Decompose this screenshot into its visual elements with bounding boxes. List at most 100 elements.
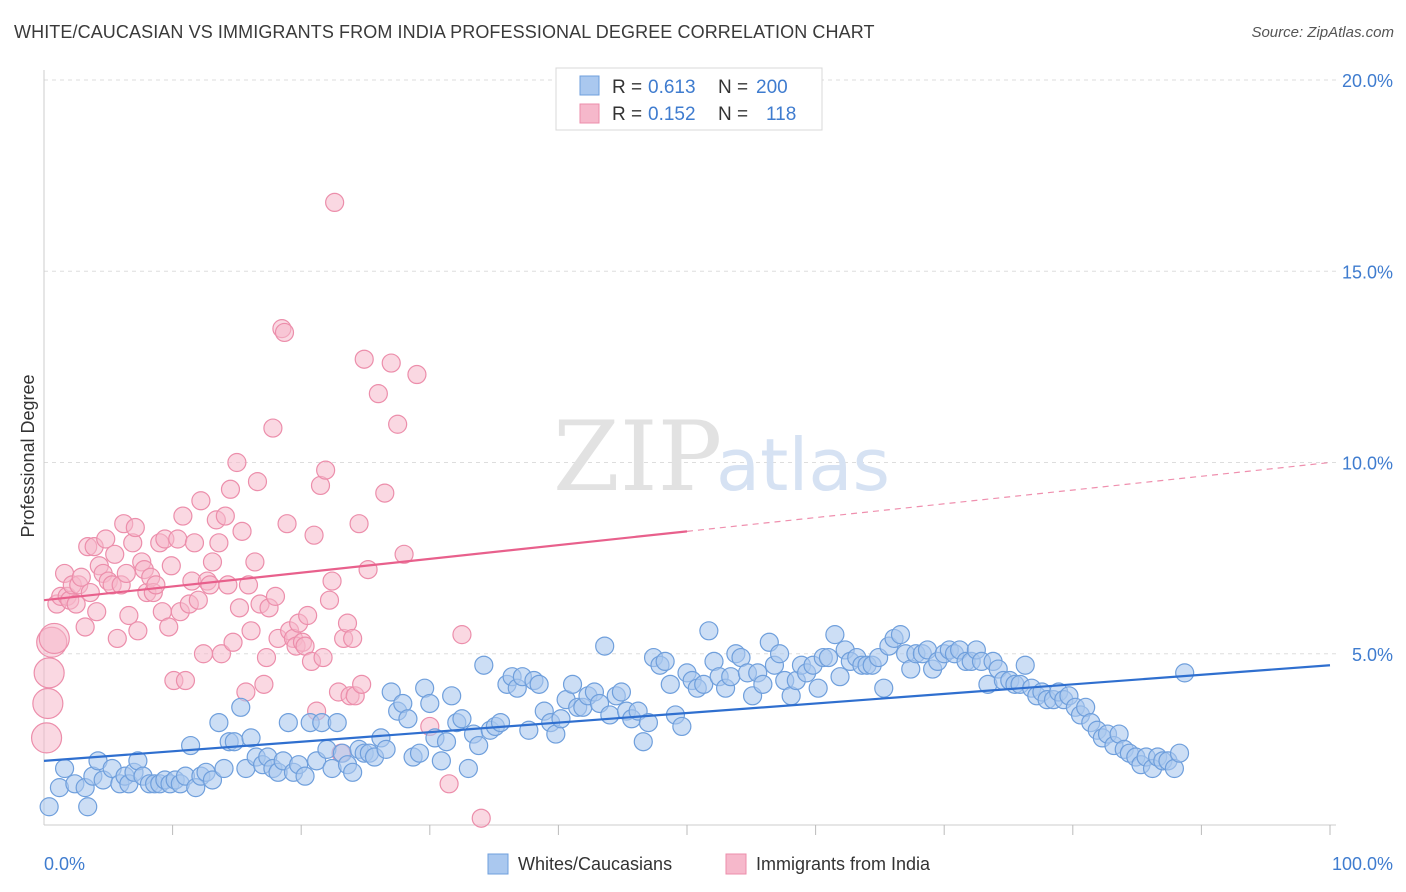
point-immigrants-from-india xyxy=(322,571,342,591)
grid-lines xyxy=(44,79,1336,655)
point-whites-caucasians xyxy=(295,766,315,786)
legend-r-label-pink: R = xyxy=(612,104,642,125)
point-immigrants-from-india xyxy=(349,514,369,534)
x-tick-label: 100.0% xyxy=(1332,854,1393,874)
point-immigrants-from-india xyxy=(368,384,388,404)
point-immigrants-from-india xyxy=(96,529,116,549)
bottom-legend-label-pink: Immigrants from India xyxy=(756,854,931,874)
point-whites-caucasians xyxy=(655,651,675,672)
point-whites-caucasians xyxy=(409,743,430,763)
point-immigrants-from-india xyxy=(388,414,408,434)
point-immigrants-from-india xyxy=(193,644,214,664)
point-immigrants-from-india xyxy=(375,483,395,503)
point-whites-caucasians xyxy=(78,797,98,817)
point-immigrants-from-india xyxy=(159,617,179,637)
point-whites-caucasians xyxy=(660,674,680,694)
point-whites-caucasians xyxy=(202,770,223,790)
legend-n-label-blue: N = xyxy=(718,77,748,98)
point-whites-caucasians xyxy=(381,682,401,702)
point-immigrants-from-india xyxy=(274,322,295,343)
point-immigrants-from-india xyxy=(223,632,243,652)
y-tick-label: 15.0% xyxy=(1342,262,1393,282)
bottom-legend-label-blue: Whites/Caucasians xyxy=(518,854,672,874)
trend-line-immigrants-from-india xyxy=(43,530,688,602)
point-whites-caucasians xyxy=(1175,663,1195,683)
point-immigrants-from-india xyxy=(325,192,345,212)
point-immigrants-from-india xyxy=(184,533,205,553)
y-tick-label: 10.0% xyxy=(1342,454,1393,474)
point-immigrants-from-india xyxy=(33,657,65,689)
point-immigrants-from-india xyxy=(220,479,241,499)
legend-r-value-blue: 0.613 xyxy=(648,77,696,98)
point-immigrants-from-india xyxy=(277,514,297,534)
point-whites-caucasians xyxy=(431,751,451,771)
point-immigrants-from-india xyxy=(247,472,268,492)
point-immigrants-from-india xyxy=(168,529,188,549)
bottom-legend-swatch-blue xyxy=(487,853,509,875)
point-immigrants-from-india xyxy=(209,533,229,553)
point-immigrants-from-india xyxy=(265,586,286,606)
point-immigrants-from-india xyxy=(227,452,247,473)
point-whites-caucasians xyxy=(39,797,59,817)
point-immigrants-from-india xyxy=(107,628,127,649)
point-immigrants-from-india xyxy=(32,687,64,720)
y-tick-label: 20.0% xyxy=(1342,71,1393,91)
point-whites-caucasians xyxy=(214,758,234,779)
point-immigrants-from-india xyxy=(191,491,211,511)
point-whites-caucasians xyxy=(1169,743,1190,763)
point-immigrants-from-india xyxy=(173,506,193,526)
point-whites-caucasians xyxy=(638,712,659,733)
bottom-legend-swatch-pink xyxy=(725,853,747,875)
point-whites-caucasians xyxy=(769,644,790,664)
watermark: ZIP atlas xyxy=(553,401,890,513)
point-whites-caucasians xyxy=(825,625,845,645)
point-whites-caucasians xyxy=(490,712,511,733)
watermark-zip: ZIP xyxy=(553,401,722,513)
point-whites-caucasians xyxy=(595,636,615,656)
legend-n-label-pink: N = xyxy=(718,104,748,125)
point-immigrants-from-india xyxy=(241,621,261,641)
point-immigrants-from-india xyxy=(256,647,277,668)
point-whites-caucasians xyxy=(694,674,714,694)
point-immigrants-from-india xyxy=(38,622,70,655)
point-immigrants-from-india xyxy=(304,525,324,545)
watermark-atlas: atlas xyxy=(716,423,890,507)
point-immigrants-from-india xyxy=(128,621,148,641)
point-immigrants-from-india xyxy=(30,722,63,754)
legend-r-value-pink: 0.152 xyxy=(648,104,696,125)
point-whites-caucasians xyxy=(562,674,583,694)
point-whites-caucasians xyxy=(611,682,632,702)
trend-line-whites-caucasians xyxy=(43,664,1331,762)
point-immigrants-from-india xyxy=(238,575,259,595)
point-whites-caucasians xyxy=(241,728,261,748)
point-whites-caucasians xyxy=(327,712,347,733)
point-whites-caucasians xyxy=(442,686,462,706)
point-immigrants-from-india xyxy=(75,617,95,637)
point-whites-caucasians xyxy=(874,678,894,698)
point-immigrants-from-india xyxy=(188,590,208,610)
point-immigrants-from-india xyxy=(175,670,196,691)
point-whites-caucasians xyxy=(209,712,229,733)
series-whites-caucasians xyxy=(39,621,1195,817)
point-whites-caucasians xyxy=(278,712,298,733)
point-whites-caucasians xyxy=(753,674,773,694)
point-whites-caucasians xyxy=(474,655,494,675)
point-immigrants-from-india xyxy=(218,575,238,595)
point-immigrants-from-india xyxy=(200,575,220,595)
point-whites-caucasians xyxy=(1015,655,1035,675)
point-whites-caucasians xyxy=(600,705,620,725)
trend-line-immigrants-from-india-extension xyxy=(686,461,1331,532)
point-immigrants-from-india xyxy=(211,644,232,664)
point-whites-caucasians xyxy=(633,732,653,752)
y-ticks: 5.0% 10.0% 15.0% 20.0% xyxy=(1342,71,1393,665)
point-immigrants-from-india xyxy=(161,556,181,576)
point-immigrants-from-india xyxy=(229,598,250,618)
bottom-legend: Whites/Caucasians Immigrants from India xyxy=(487,853,931,875)
point-immigrants-from-india xyxy=(381,353,401,373)
point-immigrants-from-india xyxy=(254,674,274,694)
point-whites-caucasians xyxy=(436,732,457,752)
point-immigrants-from-india xyxy=(298,605,318,626)
point-immigrants-from-india xyxy=(471,808,491,828)
point-whites-caucasians xyxy=(529,674,549,694)
